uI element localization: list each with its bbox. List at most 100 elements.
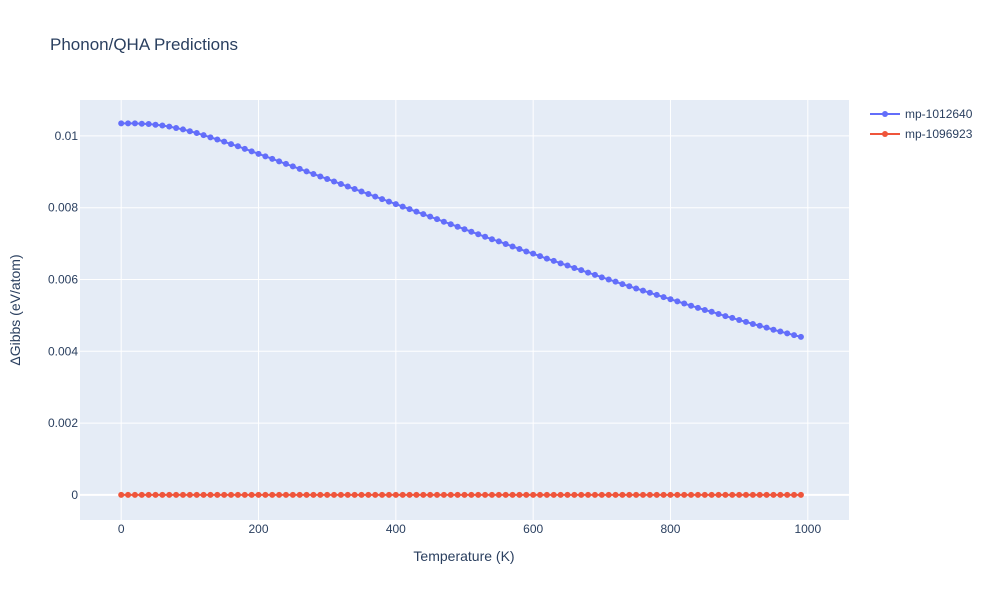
data-point[interactable]: [454, 223, 461, 230]
data-point[interactable]: [495, 491, 502, 498]
data-point[interactable]: [351, 186, 358, 193]
data-point[interactable]: [756, 491, 763, 498]
data-point[interactable]: [282, 491, 289, 498]
data-point[interactable]: [427, 491, 434, 498]
data-point[interactable]: [365, 491, 372, 498]
data-point[interactable]: [372, 193, 379, 200]
data-point[interactable]: [557, 260, 564, 267]
data-point[interactable]: [159, 491, 166, 498]
data-point[interactable]: [145, 491, 152, 498]
legend-item[interactable]: mp-1096923: [870, 127, 973, 141]
data-point[interactable]: [358, 491, 365, 498]
data-point[interactable]: [571, 491, 578, 498]
data-point[interactable]: [125, 120, 132, 127]
data-point[interactable]: [646, 289, 653, 296]
data-point[interactable]: [509, 491, 516, 498]
data-point[interactable]: [461, 226, 468, 233]
data-point[interactable]: [571, 265, 578, 271]
data-point[interactable]: [152, 491, 159, 498]
data-point[interactable]: [331, 178, 338, 185]
data-point[interactable]: [282, 160, 289, 167]
data-point[interactable]: [193, 130, 200, 137]
data-point[interactable]: [743, 318, 750, 325]
data-point[interactable]: [228, 491, 235, 498]
data-point[interactable]: [784, 491, 791, 498]
data-point[interactable]: [756, 322, 763, 329]
data-point[interactable]: [131, 120, 138, 127]
data-point[interactable]: [578, 267, 585, 274]
data-point[interactable]: [468, 491, 475, 498]
data-point[interactable]: [749, 321, 756, 327]
data-point[interactable]: [413, 208, 420, 215]
data-point[interactable]: [564, 262, 571, 269]
data-point[interactable]: [653, 491, 660, 498]
data-point[interactable]: [701, 307, 708, 313]
data-point[interactable]: [303, 168, 310, 175]
data-point[interactable]: [214, 491, 221, 498]
data-point[interactable]: [674, 491, 681, 498]
data-point[interactable]: [591, 271, 598, 278]
data-point[interactable]: [530, 491, 537, 498]
legend[interactable]: mp-1012640 mp-1096923: [870, 107, 973, 141]
data-point[interactable]: [276, 158, 283, 165]
data-point[interactable]: [221, 491, 228, 498]
data-point[interactable]: [660, 294, 667, 301]
data-point[interactable]: [468, 228, 475, 235]
data-point[interactable]: [193, 491, 200, 498]
data-point[interactable]: [763, 491, 770, 498]
data-point[interactable]: [722, 313, 729, 320]
data-point[interactable]: [591, 491, 598, 498]
data-point[interactable]: [640, 287, 647, 294]
data-point[interactable]: [475, 231, 482, 238]
data-point[interactable]: [516, 245, 523, 252]
data-point[interactable]: [660, 491, 667, 498]
data-point[interactable]: [118, 491, 125, 498]
data-point[interactable]: [228, 141, 235, 148]
data-point[interactable]: [488, 236, 495, 243]
data-point[interactable]: [385, 198, 392, 205]
data-point[interactable]: [344, 491, 351, 498]
data-point[interactable]: [482, 233, 489, 240]
data-point[interactable]: [708, 308, 715, 315]
data-point[interactable]: [365, 191, 372, 198]
data-point[interactable]: [763, 324, 770, 331]
data-point[interactable]: [248, 148, 255, 155]
data-point[interactable]: [344, 183, 351, 190]
data-point[interactable]: [337, 491, 344, 498]
data-point[interactable]: [289, 491, 296, 498]
data-point[interactable]: [262, 491, 269, 498]
data-point[interactable]: [523, 248, 530, 255]
data-point[interactable]: [200, 491, 207, 498]
data-point[interactable]: [118, 120, 125, 127]
data-point[interactable]: [749, 491, 756, 498]
data-point[interactable]: [530, 250, 537, 257]
data-point[interactable]: [688, 302, 695, 309]
data-point[interactable]: [797, 333, 804, 340]
data-point[interactable]: [255, 150, 262, 157]
legend-item[interactable]: mp-1012640: [870, 107, 973, 121]
data-point[interactable]: [234, 491, 241, 498]
data-point[interactable]: [784, 330, 791, 337]
data-point[interactable]: [406, 206, 413, 213]
data-point[interactable]: [791, 491, 798, 498]
data-point[interactable]: [516, 491, 523, 498]
data-point[interactable]: [619, 281, 626, 288]
data-point[interactable]: [722, 491, 729, 498]
data-point[interactable]: [502, 491, 509, 498]
data-point[interactable]: [241, 491, 248, 498]
data-point[interactable]: [729, 314, 736, 321]
data-point[interactable]: [694, 304, 701, 311]
data-point[interactable]: [440, 218, 447, 225]
data-point[interactable]: [708, 491, 715, 498]
data-point[interactable]: [138, 120, 145, 127]
data-point[interactable]: [310, 491, 317, 498]
data-point[interactable]: [152, 121, 159, 128]
data-point[interactable]: [646, 491, 653, 498]
data-point[interactable]: [667, 491, 674, 498]
data-point[interactable]: [550, 257, 557, 264]
data-point[interactable]: [399, 203, 406, 210]
data-point[interactable]: [633, 285, 640, 292]
data-point[interactable]: [612, 278, 619, 285]
data-point[interactable]: [406, 491, 413, 498]
data-point[interactable]: [358, 188, 365, 195]
